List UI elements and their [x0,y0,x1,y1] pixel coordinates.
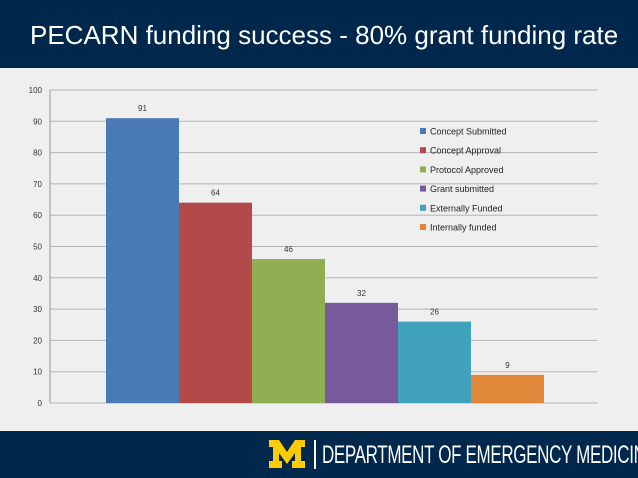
y-tick-label: 20 [33,336,42,345]
data-label: 91 [138,104,147,113]
y-tick-label: 90 [33,117,42,126]
y-tick-label: 80 [33,149,42,158]
legend-label: Externally Funded [430,203,503,213]
y-tick-label: 10 [33,368,42,377]
legend-swatch [420,224,426,230]
y-tick-label: 100 [29,86,43,95]
footer-divider [314,440,316,469]
y-tick-label: 30 [33,305,42,314]
slide-header: PECARN funding success - 80% grant fundi… [0,0,638,68]
bar [106,118,179,404]
data-label: 26 [430,308,439,317]
bar [179,202,252,403]
data-label: 64 [211,189,220,198]
legend-swatch [420,128,426,134]
bar [471,374,544,403]
legend-label: Protocol Approved [430,165,504,175]
chart-area: 0 10 20 30 40 50 60 70 80 90 100 91 64 46 32 26 9 Concept… [0,68,638,431]
university-block-m-logo-icon [269,440,305,468]
y-tick-label: 40 [33,274,42,283]
legend-swatch [420,204,426,211]
y-tick-label: 0 [38,399,43,408]
department-name: DEPARTMENT OF EMERGENCY MEDICINE [322,441,638,469]
legend-swatch [420,147,426,154]
legend-label: Grant submitted [430,184,494,194]
legend-label: Internally funded [430,223,497,233]
y-tick-label: 60 [33,211,42,220]
bar [398,321,471,403]
bar [252,259,325,403]
slide-footer: DEPARTMENT OF EMERGENCY MEDICINE [0,431,638,478]
y-tick-label: 50 [33,243,42,252]
data-label: 9 [505,361,510,370]
data-label: 32 [357,289,366,298]
bar-chart: 0 10 20 30 40 50 60 70 80 90 100 91 64 46 32 26 9 Concept… [29,86,598,408]
y-tick-label: 70 [33,180,42,189]
slide-title: PECARN funding success - 80% grant fundi… [30,20,619,50]
legend-label: Concept Approval [430,146,501,156]
legend-label: Concept Submitted [430,127,507,137]
data-label: 46 [284,245,293,254]
legend-swatch [420,166,426,173]
legend-swatch [420,185,426,192]
bar [325,302,398,403]
